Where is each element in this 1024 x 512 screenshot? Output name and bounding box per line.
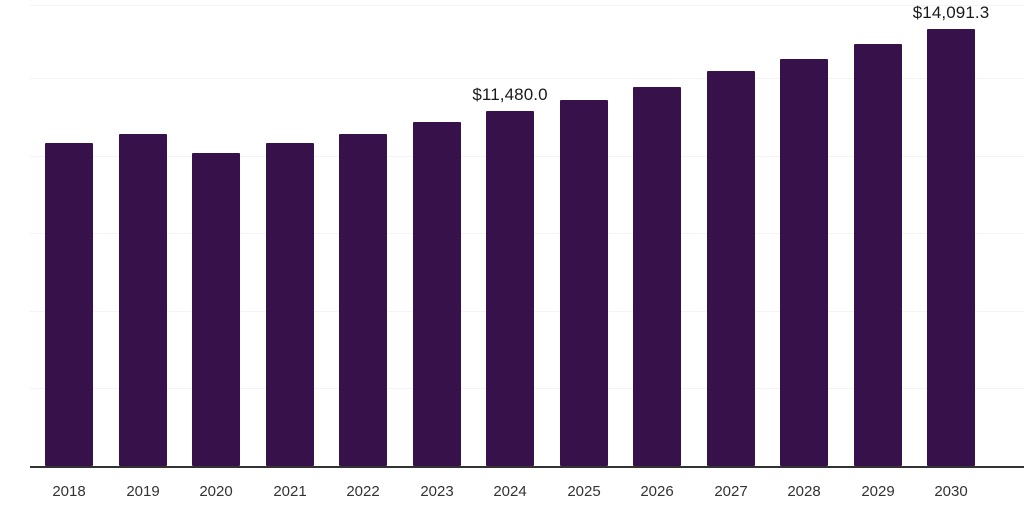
x-tick-2026: 2026 xyxy=(640,483,674,500)
bar-2019[interactable] xyxy=(119,134,167,466)
gridline xyxy=(30,78,1024,79)
bar-2023[interactable] xyxy=(413,122,461,466)
x-tick-2028: 2028 xyxy=(787,483,821,500)
x-tick-2025: 2025 xyxy=(567,483,601,500)
x-tick-2022: 2022 xyxy=(346,483,380,500)
gridline xyxy=(30,5,1024,6)
x-tick-2024: 2024 xyxy=(493,483,527,500)
bar-value-label-2030: $14,091.3 xyxy=(912,3,990,22)
bar-2027[interactable] xyxy=(707,71,755,466)
bar-2025[interactable] xyxy=(560,100,608,466)
bar-2030[interactable] xyxy=(927,29,975,466)
x-tick-2018: 2018 xyxy=(52,483,86,500)
bar-2020[interactable] xyxy=(192,153,240,466)
x-tick-2029: 2029 xyxy=(861,483,895,500)
x-tick-2021: 2021 xyxy=(273,483,307,500)
x-tick-2023: 2023 xyxy=(420,483,454,500)
bar-2026[interactable] xyxy=(633,87,681,466)
x-tick-2030: 2030 xyxy=(934,483,968,500)
bar-2021[interactable] xyxy=(266,143,314,466)
x-tick-2027: 2027 xyxy=(714,483,748,500)
x-tick-2020: 2020 xyxy=(199,483,233,500)
bar-2024[interactable] xyxy=(486,111,534,466)
bar-value-label-2024: $11,480.0 xyxy=(472,85,548,104)
bar-2018[interactable] xyxy=(45,143,93,466)
x-axis-line xyxy=(30,466,1024,468)
bar-2029[interactable] xyxy=(854,44,902,466)
x-tick-2019: 2019 xyxy=(126,483,160,500)
bar-2022[interactable] xyxy=(339,134,387,466)
bar-2028[interactable] xyxy=(780,59,828,466)
